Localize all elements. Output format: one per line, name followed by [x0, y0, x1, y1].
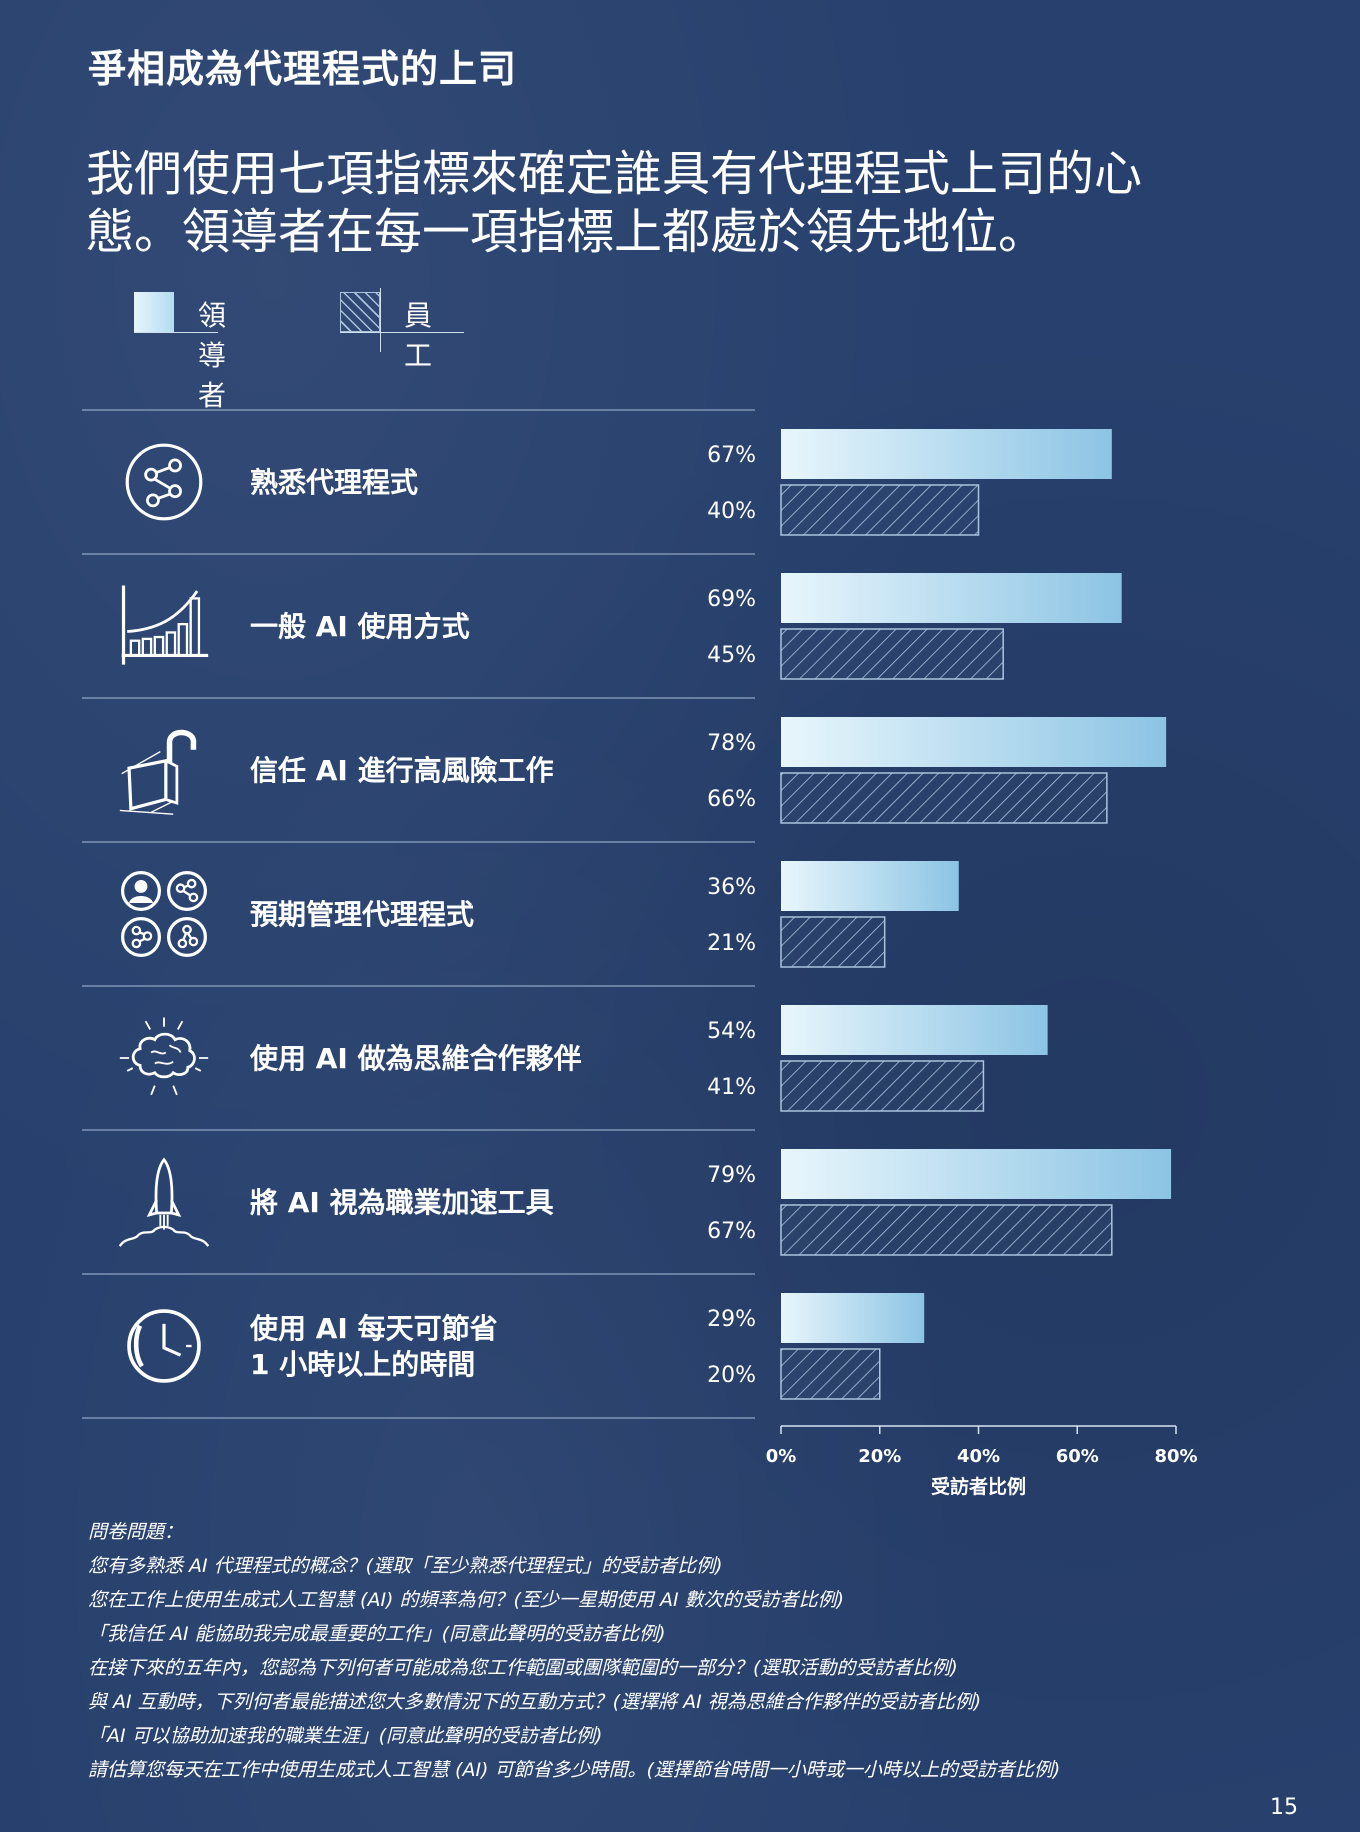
- staff-bar: [780, 628, 1004, 680]
- page-number: 15: [1270, 1795, 1298, 1820]
- category-label: 預期管理代理程式: [250, 898, 474, 931]
- category-label: 熟悉代理程式: [250, 466, 418, 499]
- bar-chart: 熟悉代理程式 67% 40% 一般 AI 使用方式 69% 45% 信任 AI 進行高風險工…: [82, 409, 1198, 1498]
- x-tick-label: 60%: [1056, 1446, 1099, 1467]
- notes-line: 在接下來的五年內，您認為下列何者可能成為您工作範圍或團隊範圍的一部分？(選取活動…: [88, 1657, 958, 1679]
- legend-label-leader: 領導者: [198, 299, 227, 412]
- open-padlock-icon: [120, 732, 194, 814]
- staff-bar: [780, 1348, 881, 1400]
- staff-bar: [780, 1060, 985, 1112]
- value-label: 79%: [707, 1163, 756, 1188]
- x-axis-title: 受訪者比例: [931, 1475, 1026, 1498]
- value-label: 41%: [707, 1075, 756, 1100]
- staff-bar: [780, 1204, 1113, 1256]
- legend-swatch-leader: [134, 292, 174, 332]
- leader-bar: [781, 1005, 1048, 1055]
- notes-line: 「AI 可以協助加速我的職業生涯」(同意此聲明的受訪者比例): [88, 1725, 603, 1747]
- category-label: 一般 AI 使用方式: [250, 610, 470, 643]
- notes-line: 與 AI 互動時，下列何者最能描述您大多數情況下的互動方式？(選擇將 AI 視為…: [88, 1691, 982, 1713]
- value-label: 45%: [707, 643, 756, 668]
- value-label: 66%: [707, 787, 756, 812]
- value-label: 67%: [707, 1219, 756, 1244]
- x-tick-label: 20%: [858, 1446, 901, 1467]
- staff-bar: [780, 772, 1108, 824]
- growth-bar-chart-icon: [120, 583, 210, 667]
- value-label: 21%: [707, 931, 756, 956]
- leader-bar: [781, 717, 1167, 767]
- rocket-icon: [118, 1158, 210, 1248]
- section-kicker: 爭相成為代理程式的上司: [88, 47, 518, 91]
- page-headline: 我們使用七項指標來確定誰具有代理程式上司的心態。領導者在每一項指標上都處於領先地…: [86, 146, 1143, 260]
- staff-bar: [780, 484, 980, 536]
- value-label: 40%: [707, 499, 756, 524]
- value-label: 36%: [707, 875, 756, 900]
- clock-icon: [129, 1311, 199, 1381]
- category-label: 使用 AI 做為思維合作夥伴: [249, 1042, 582, 1075]
- leader-bar: [781, 861, 959, 911]
- leader-bar: [781, 1149, 1172, 1199]
- x-tick-label: 40%: [957, 1446, 1000, 1467]
- category-label: 使用 AI 每天可節省 1 小時以上的時間: [249, 1312, 498, 1381]
- survey-notes: 問卷問題： 您有多熟悉 AI 代理程式的概念？(選取「至少熟悉代理程式」的受訪者…: [88, 1515, 1288, 1787]
- x-tick-label: 80%: [1154, 1446, 1197, 1467]
- category-label: 信任 AI 進行高風險工作: [250, 754, 554, 787]
- network-circle-icon: [125, 443, 203, 521]
- leader-bar: [781, 573, 1122, 623]
- notes-line: 「我信任 AI 能協助我完成最重要的工作」(同意此聲明的受訪者比例): [88, 1623, 666, 1645]
- value-label: 29%: [707, 1307, 756, 1332]
- value-label: 67%: [707, 443, 756, 468]
- staff-bar: [780, 916, 886, 968]
- leader-bar: [781, 429, 1112, 479]
- x-tick-label: 0%: [766, 1446, 797, 1467]
- value-label: 78%: [707, 731, 756, 756]
- value-label: 20%: [707, 1363, 756, 1388]
- notes-line: 請估算您每天在工作中使用生成式人工智慧 (AI) 可節省多少時間。(選擇節省時間…: [88, 1759, 1061, 1781]
- legend-swatch-staff: [340, 292, 380, 332]
- people-and-agents-icon: [120, 870, 208, 958]
- brain-icon: [118, 1016, 210, 1097]
- notes-title: 問卷問題：: [88, 1521, 184, 1543]
- category-label: 將 AI 視為職業加速工具: [250, 1186, 554, 1219]
- legend-label-staff: 員工: [404, 299, 433, 372]
- notes-line: 您在工作上使用生成式人工智慧 (AI) 的頻率為何？(至少一星期使用 AI 數次…: [88, 1589, 845, 1611]
- notes-line: 您有多熟悉 AI 代理程式的概念？(選取「至少熟悉代理程式」的受訪者比例): [88, 1555, 723, 1577]
- value-label: 69%: [707, 587, 756, 612]
- value-label: 54%: [707, 1019, 756, 1044]
- leader-bar: [781, 1293, 925, 1343]
